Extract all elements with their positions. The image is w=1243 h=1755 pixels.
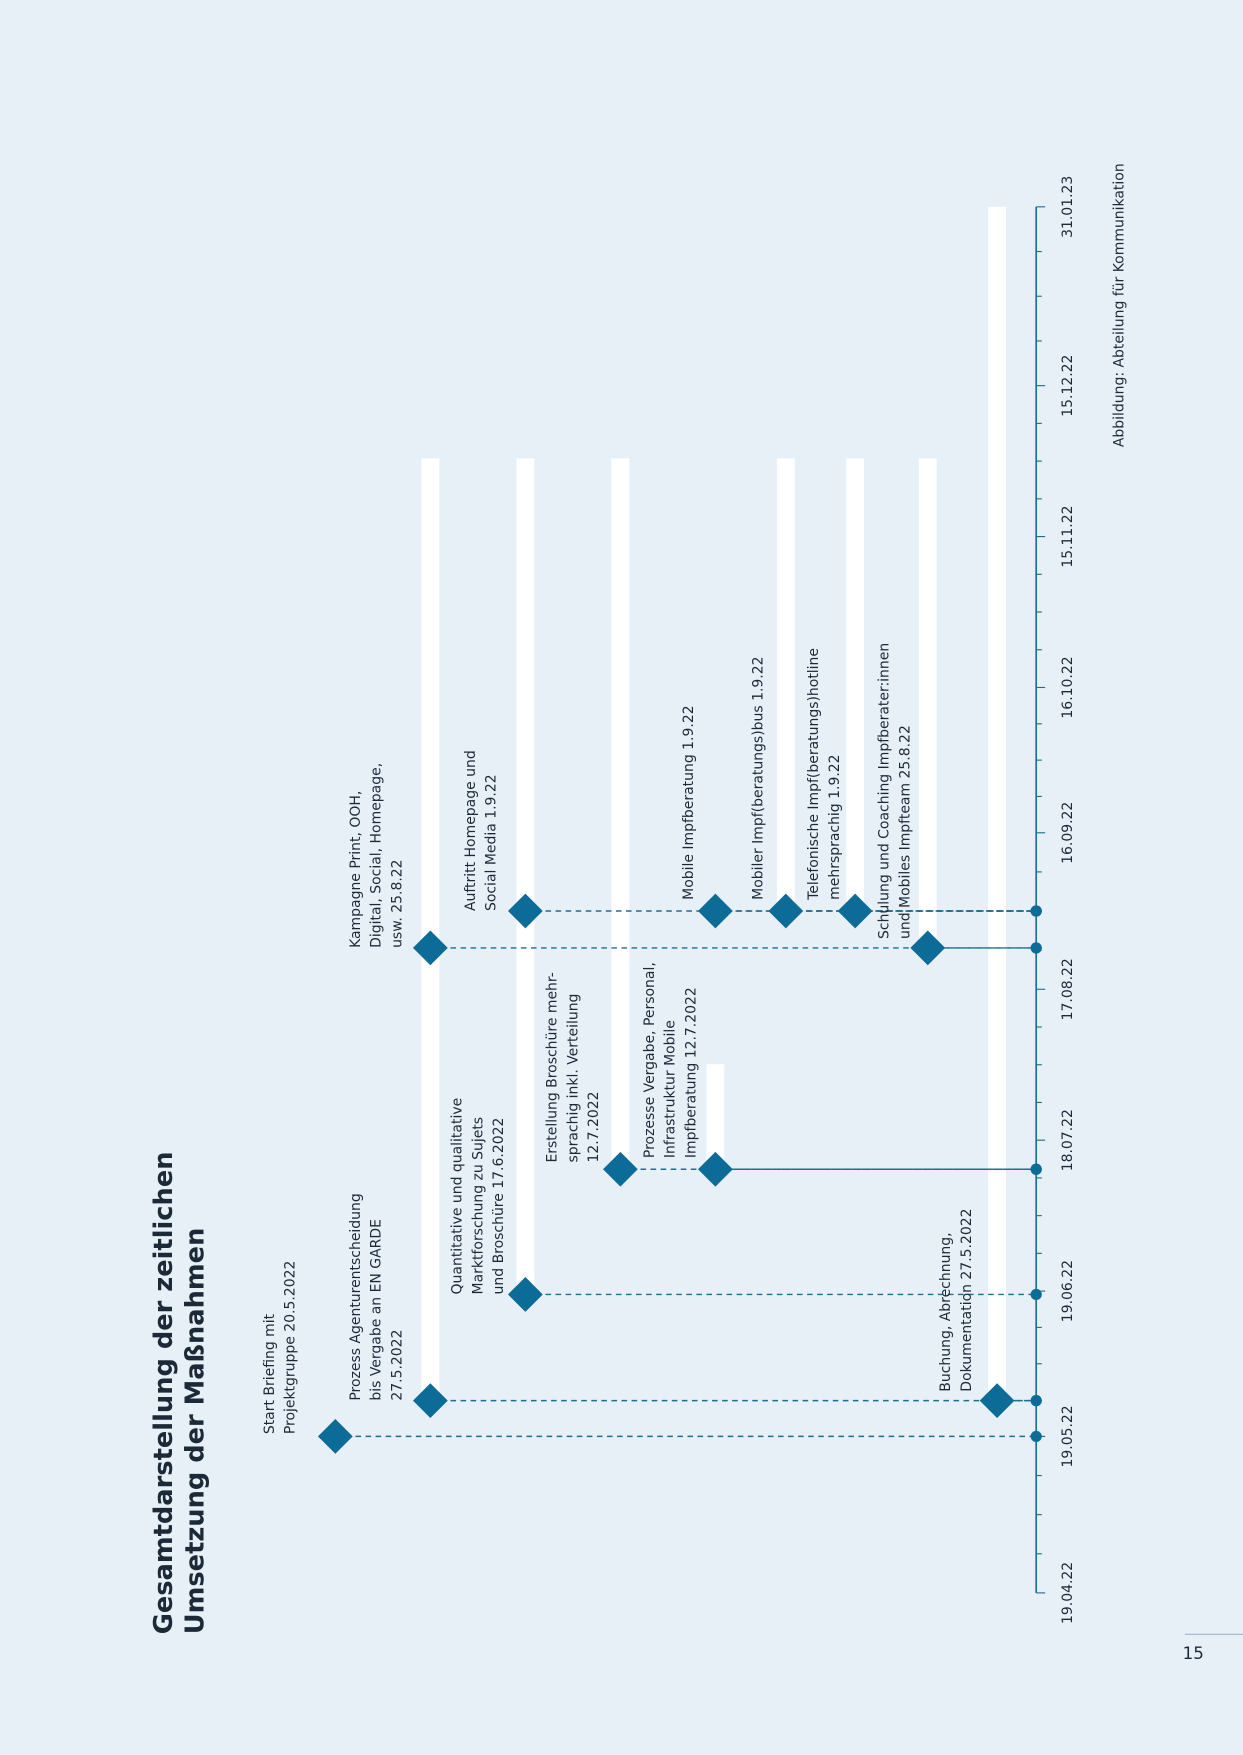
milestone-diamond: [698, 1151, 733, 1187]
milestone-label: Buchung, Abrechnung,: [938, 1232, 954, 1391]
milestone-diamond: [768, 893, 804, 929]
milestone-label: und Broschüre 17.6.2022: [491, 1118, 507, 1295]
milestone-diamond: [507, 1277, 543, 1312]
milestone-label: Start Briefing mit: [262, 1313, 278, 1434]
duration-bar: [516, 458, 535, 1295]
axis-dot: [1030, 1395, 1042, 1407]
axis-label: 15.12.22: [1060, 355, 1076, 417]
milestone-label: Quantitative und qualitative: [450, 1098, 466, 1295]
milestone-label: Kampagne Print, OOH,: [348, 791, 364, 948]
duration-bar: [918, 458, 937, 948]
milestone-label: Infrastruktur Mobile: [663, 1020, 679, 1158]
milestone-label: Marktforschung zu Sujets: [470, 1117, 486, 1295]
milestone-diamond: [910, 930, 946, 966]
axis-label: 18.07.22: [1060, 1109, 1076, 1171]
duration-bar: [611, 458, 630, 1170]
milestone-label: mehrsprachig 1.9.22: [827, 754, 843, 899]
axis-label: 16.10.22: [1060, 656, 1076, 718]
axis-dot: [1030, 1430, 1042, 1442]
axis-dot: [1030, 1163, 1042, 1175]
milestone-diamond: [698, 893, 733, 929]
milestone-label: Dokumentation 27.5.2022: [959, 1208, 975, 1391]
milestone-label: und Mobiles Impfteam 25.8.22: [897, 725, 913, 939]
milestone-label: 12.7.2022: [586, 1091, 602, 1162]
axis-label: 16.09.22: [1060, 802, 1076, 864]
title-line: Umsetzung der Maßnahmen: [180, 1228, 210, 1635]
title-line: Gesamtdarstellung der zeitlichen: [149, 1151, 179, 1634]
duration-bar: [988, 206, 1007, 1401]
duration-bar: [421, 458, 440, 1401]
milestone-label: Digital, Social, Homepage,: [369, 763, 385, 948]
axis-dot: [1030, 905, 1042, 917]
axis-label: 19.06.22: [1060, 1260, 1076, 1322]
milestone-label: Schulung und Coaching Impfberater:innen: [877, 643, 893, 939]
axis-label: 15.11.22: [1060, 505, 1076, 567]
milestone-diamond: [979, 1383, 1015, 1419]
milestone-label: bis Vergabe an EN GARDE: [369, 1219, 385, 1401]
duration-bar: [846, 458, 865, 912]
milestone-label: Impfberatung 12.7.2022: [683, 987, 699, 1158]
axis-label: 17.08.22: [1060, 958, 1076, 1020]
milestone-label: Prozess Agenturentscheidung: [348, 1193, 364, 1400]
axis-label: 19.04.22: [1060, 1562, 1076, 1624]
milestone-label: Social Media 1.9.22: [484, 774, 500, 911]
milestone-label: sprachig inkl. Verteilung: [565, 994, 581, 1163]
milestone-label: Mobiler Impf(beratungs)bus 1.9.22: [750, 656, 766, 899]
milestone-label: usw. 25.8.22: [389, 859, 405, 947]
source: Abbildung: Abteilung für Kommunikation: [1111, 163, 1127, 447]
axis-dot: [1030, 942, 1042, 954]
milestone-diamond: [412, 1383, 448, 1419]
duration-bar: [776, 458, 795, 912]
milestone-diamond: [837, 893, 873, 929]
milestone-label: Auftritt Homepage und: [463, 750, 479, 911]
axis-label: 19.05.22: [1060, 1405, 1076, 1467]
milestone-label: Projektgruppe 20.5.2022: [283, 1261, 299, 1435]
milestone-label: Telefonische Impf(beratungs)hotline: [806, 648, 822, 901]
milestone-label: 27.5.2022: [389, 1330, 405, 1401]
milestone-label: Mobile Impfberatung 1.9.22: [681, 705, 697, 899]
duration-bar: [706, 1064, 725, 1170]
axis-label: 31.01.23: [1060, 176, 1076, 238]
page-number: 15: [1183, 1643, 1204, 1663]
milestone-diamond: [317, 1419, 353, 1454]
milestone-diamond: [507, 893, 543, 929]
milestone-diamond: [602, 1151, 638, 1187]
milestone-label: Prozesse Vergabe, Personal,: [642, 962, 658, 1158]
milestone-label: Erstellung Broschüre mehr-: [545, 972, 561, 1162]
milestone-diamond: [412, 930, 448, 966]
axis-dot: [1030, 1288, 1042, 1301]
